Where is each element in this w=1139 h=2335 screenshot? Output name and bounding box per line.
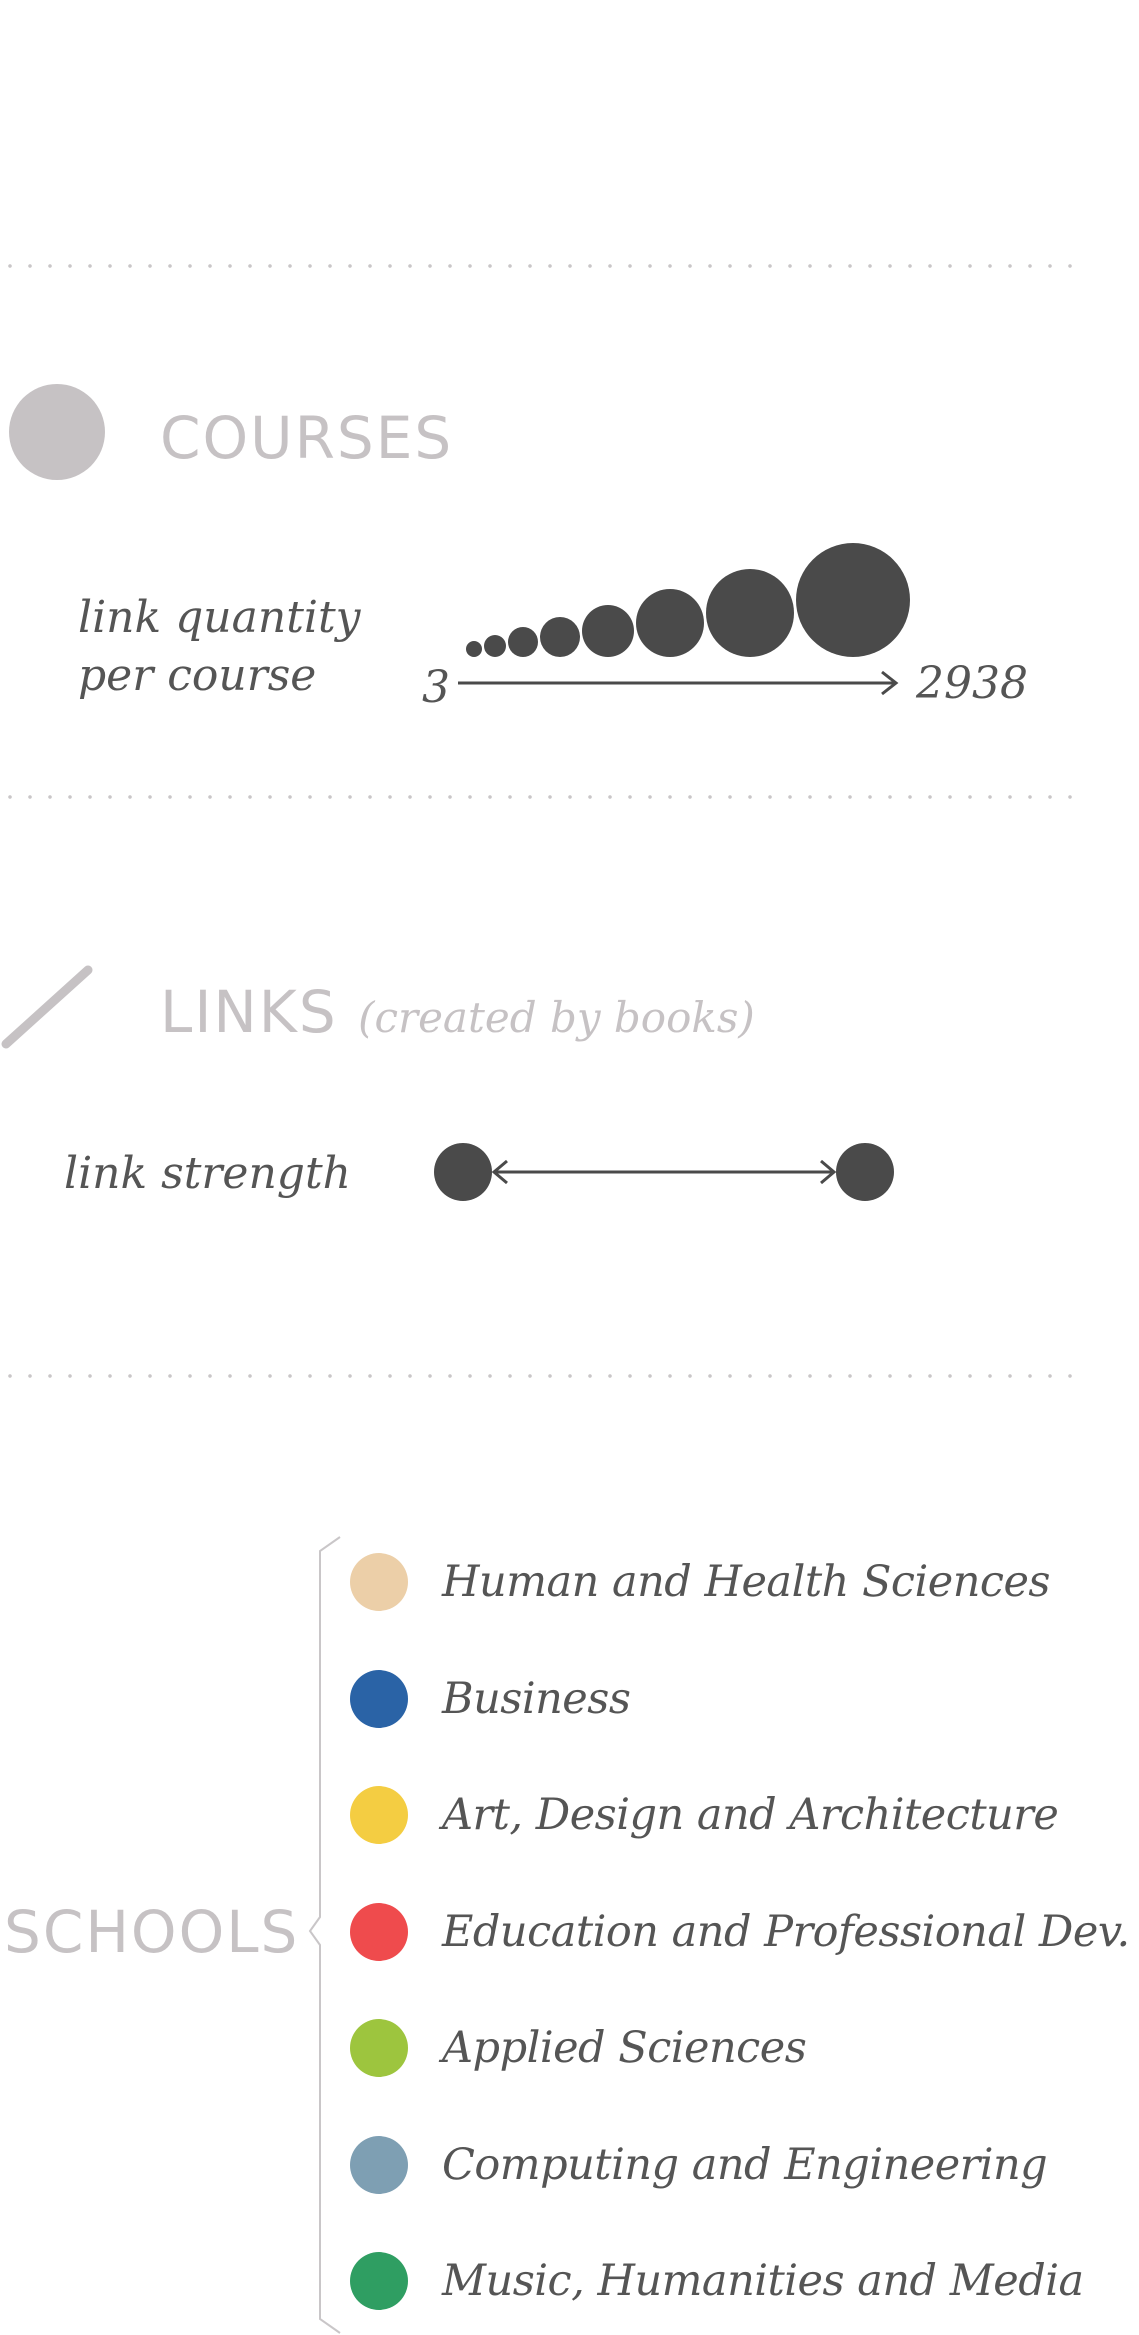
courses-legend-label-line1: link quantity [78, 592, 361, 643]
school-label: Computing and Engineering [442, 2139, 1048, 2190]
school-legend-item: Art, Design and Architecture [350, 1785, 1059, 1845]
school-label: Applied Sciences [442, 2023, 807, 2073]
scale-arrow-head [881, 670, 899, 696]
size-scale-circle [508, 627, 538, 657]
link-node-right [836, 1143, 894, 1201]
size-scale-circles [466, 543, 910, 657]
link-strength-diagram [434, 1143, 894, 1201]
school-label: Music, Humanities and Media [442, 2256, 1084, 2306]
school-color-dot [350, 1902, 408, 1961]
size-scale-circle [582, 605, 634, 657]
links-subheading: (created by books) [358, 993, 755, 1042]
link-arrow-head-right [820, 1159, 837, 1185]
scale-min-label: 3 [422, 662, 450, 713]
school-color-dot [350, 1669, 408, 1728]
size-scale-circle [636, 589, 704, 657]
divider-top [0, 264, 1080, 268]
school-legend-item: Education and Professional Dev. [350, 1902, 1130, 1962]
school-legend-item: Applied Sciences [350, 2018, 807, 2078]
school-label: Business [442, 1673, 631, 1724]
links-legend-label: link strength [64, 1148, 351, 1199]
school-color-dot [350, 2135, 408, 2194]
links-heading: LINKS (created by books) [160, 978, 755, 1046]
scale-max-label: 2938 [916, 658, 1028, 709]
school-legend-item: Business [350, 1669, 631, 1729]
divider-links [0, 1374, 1080, 1378]
link-arrow-head-left [491, 1159, 508, 1185]
school-color-dot [350, 1553, 408, 1611]
size-scale-circle [484, 635, 506, 657]
divider-courses [0, 795, 1080, 799]
course-size-scale [458, 543, 910, 696]
school-color-dot [350, 2019, 408, 2077]
courses-heading: COURSES [160, 404, 454, 472]
size-scale-circle [796, 543, 910, 657]
school-color-dot [350, 2252, 408, 2310]
school-color-dot [350, 1786, 408, 1844]
school-label: Art, Design and Architecture [442, 1790, 1059, 1840]
link-line-icon [1, 965, 93, 1049]
courses-legend-label-line2: per course [78, 650, 317, 701]
school-legend-item: Human and Health Sciences [350, 1552, 1051, 1612]
school-legend-item: Computing and Engineering [350, 2135, 1048, 2195]
school-label: Human and Health Sciences [442, 1557, 1051, 1607]
school-legend-item: Music, Humanities and Media [350, 2251, 1084, 2311]
schools-brace [308, 1536, 341, 2334]
size-scale-circle [540, 617, 580, 657]
course-node-icon [9, 384, 105, 480]
school-label: Education and Professional Dev. [442, 1906, 1130, 1957]
size-scale-circle [466, 641, 482, 657]
link-node-left [434, 1143, 492, 1201]
schools-heading: SCHOOLS [4, 1898, 300, 1966]
size-scale-circle [706, 569, 794, 657]
links-heading-text: LINKS [160, 978, 338, 1046]
